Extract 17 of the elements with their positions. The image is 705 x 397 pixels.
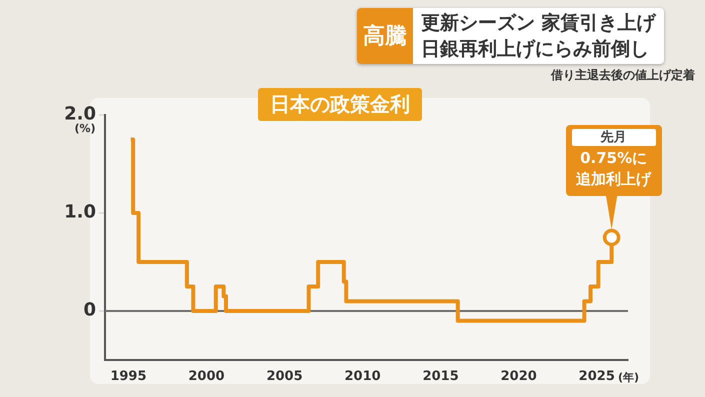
annotation: 0.75%に追加利上げ bbox=[575, 148, 652, 190]
text: 日銀再利上げにらみ前倒し bbox=[421, 37, 650, 62]
label-tag: 先月 bbox=[572, 128, 656, 146]
x-tick-label: 2000 bbox=[188, 369, 225, 384]
text: 借り主退去後の値上げ定着 bbox=[551, 67, 695, 84]
x-tick-label: 2010 bbox=[344, 369, 381, 384]
chart-title: 日本の政策金利 bbox=[258, 88, 422, 121]
x-tick-label: 2025 bbox=[578, 369, 615, 384]
y-tick-label: 0 bbox=[83, 300, 96, 321]
y-tick-label: 1.0 bbox=[64, 202, 96, 223]
x-axis-title: (年) bbox=[618, 370, 640, 384]
x-tick-label: 2020 bbox=[500, 369, 537, 384]
text: 高騰 bbox=[357, 8, 413, 64]
x-tick-label: 2005 bbox=[266, 369, 303, 384]
text: 更新シーズン 家賃引き上げ bbox=[421, 11, 656, 36]
x-tick-label: 2015 bbox=[422, 369, 459, 384]
x-tick-label: 1995 bbox=[110, 369, 147, 384]
